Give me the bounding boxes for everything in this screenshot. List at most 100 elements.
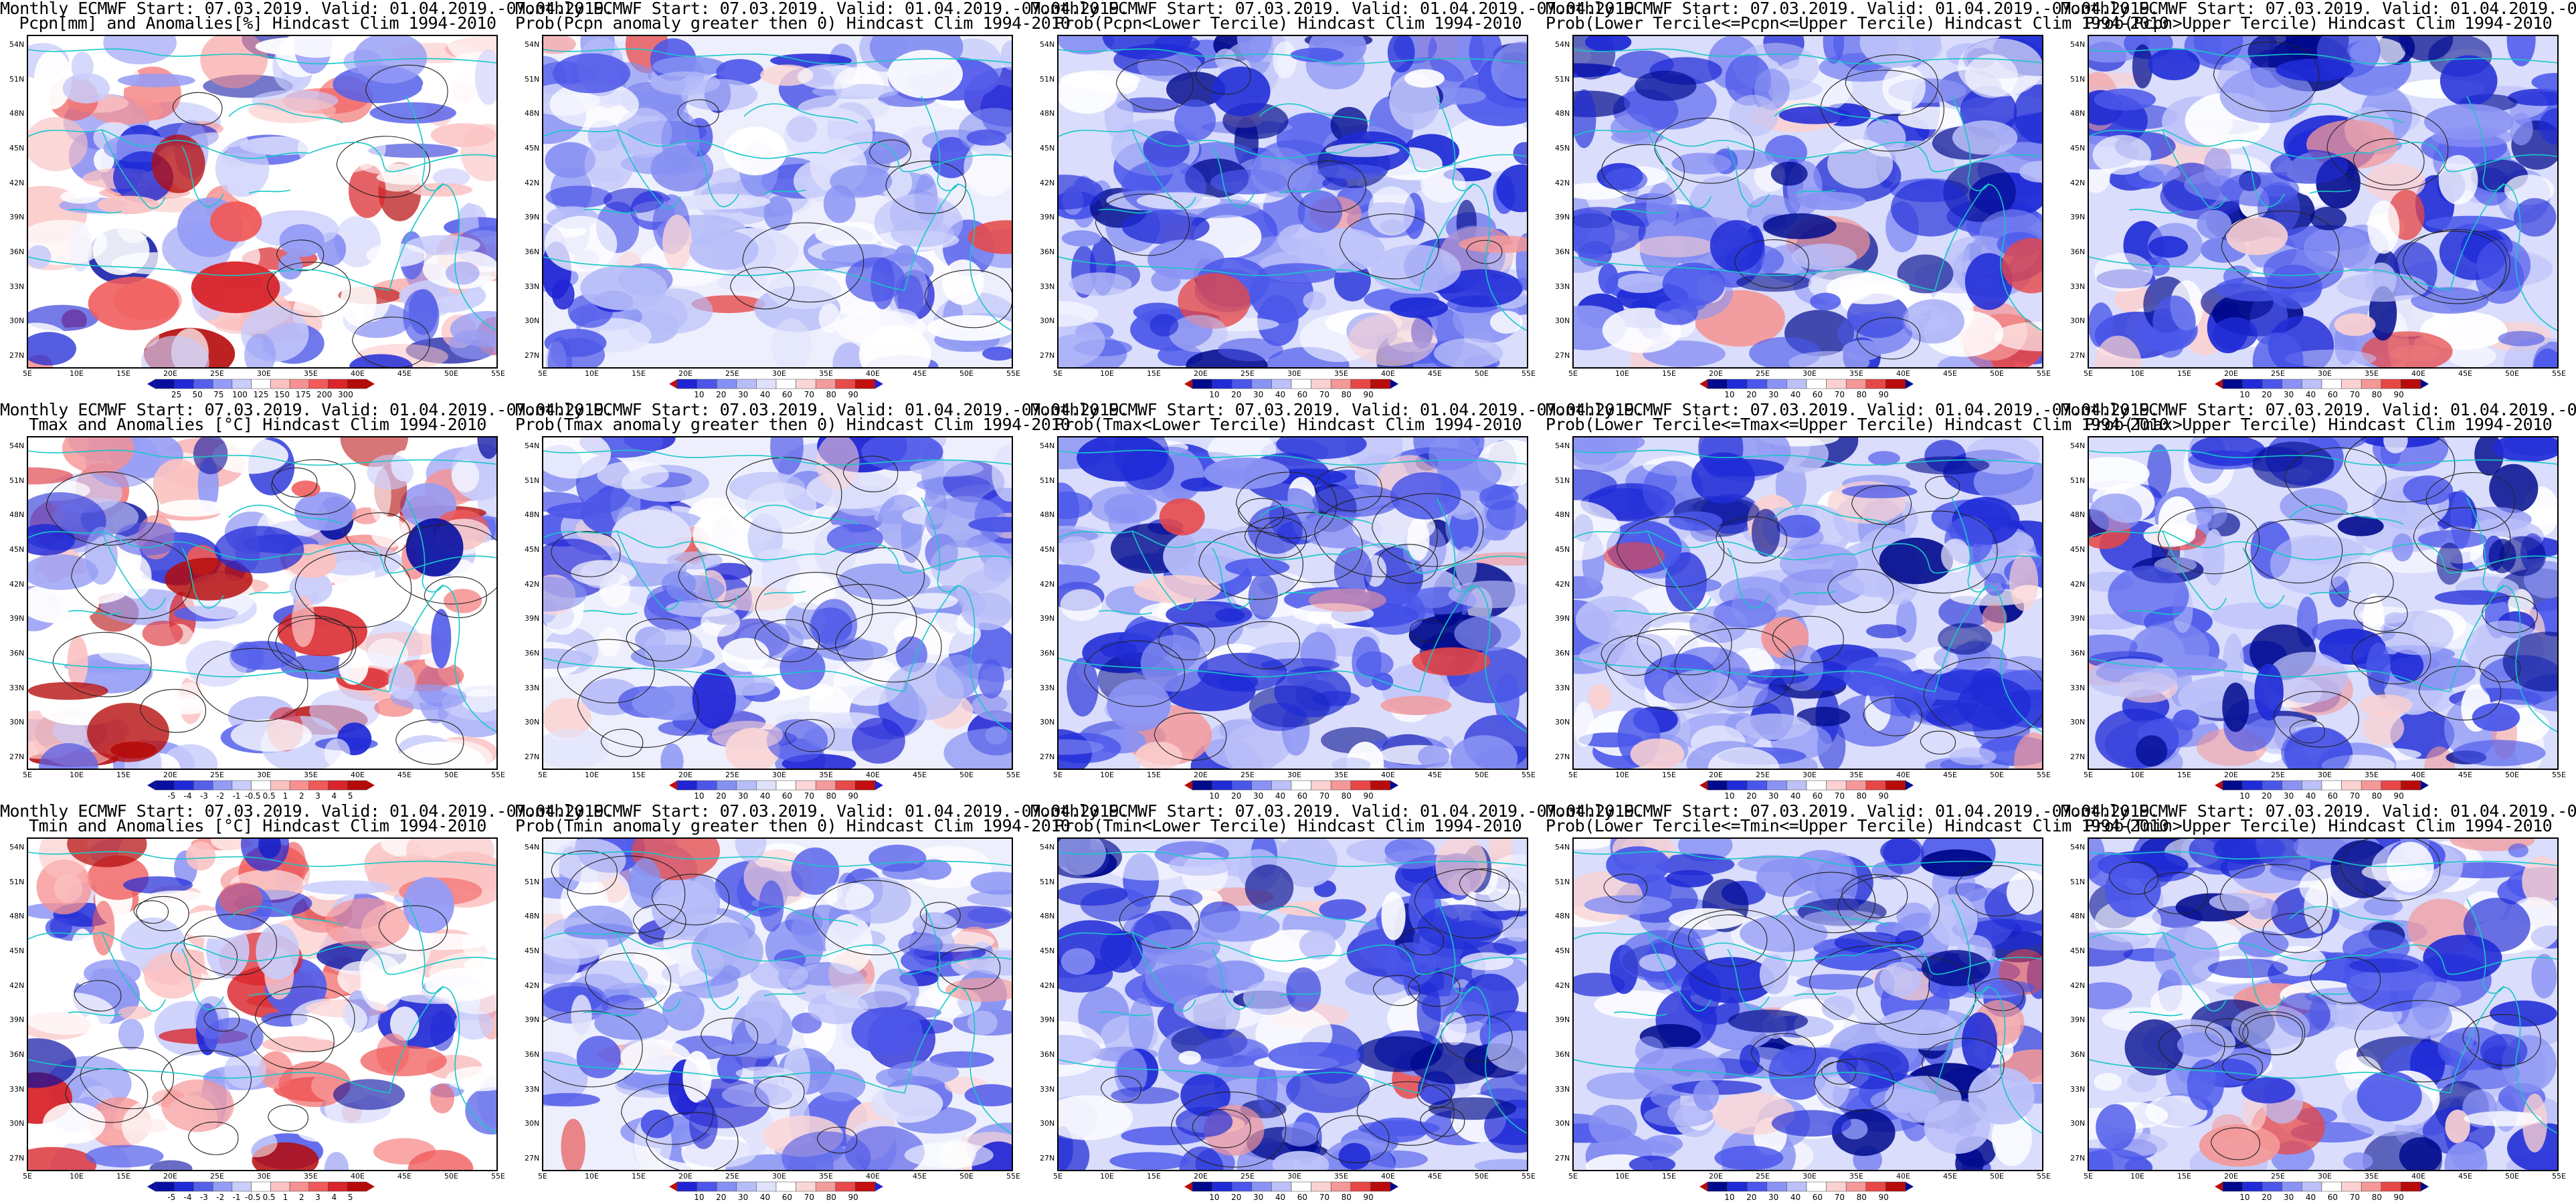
field-blob — [1952, 120, 2018, 155]
field-blob — [2138, 164, 2181, 183]
field-blob — [1495, 673, 1520, 727]
field-blob — [2226, 217, 2288, 256]
panel-title-line-1: Monthly ECMWF Start: 07.03.2019. Valid: … — [2061, 801, 2576, 821]
lon-tick-label: 40E — [1896, 369, 1910, 378]
colorbar-swatch — [1192, 1181, 1212, 1192]
lat-tick-label: 48N — [2070, 109, 2086, 118]
contour-line — [1158, 622, 1216, 660]
contour-line — [80, 1047, 174, 1110]
field-blob — [1771, 1110, 1851, 1137]
panel-title-line-2: Prob(Pcpn anomaly greater then 0) Hindca… — [515, 15, 1071, 31]
coastline — [1419, 585, 1527, 732]
field-blob — [1102, 36, 1192, 60]
field-blob — [1257, 263, 1338, 284]
lat-tick-label: 51N — [1040, 74, 1055, 84]
contour-line — [74, 980, 122, 1012]
contour-line — [1925, 476, 1960, 500]
contour-line — [2481, 595, 2538, 633]
panel-title-line-1: Monthly ECMWF Start: 07.03.2019. Valid: … — [1546, 801, 2159, 821]
colorbar-swatch — [1212, 780, 1232, 791]
field-blob — [2508, 843, 2528, 858]
coastline — [1419, 987, 1527, 1134]
contour-line — [2245, 519, 2343, 584]
field-blob — [1107, 679, 1171, 732]
lat-tick-label: 45N — [1040, 144, 1055, 153]
colorbar-label: 40 — [2305, 791, 2316, 801]
field-blob — [371, 518, 409, 548]
lon-tick-label: 45E — [1428, 369, 1442, 378]
field-blob — [1338, 1142, 1371, 1170]
colorbar-swatch — [1707, 1181, 1728, 1192]
coastline — [28, 530, 310, 561]
colorbar-swatch — [835, 780, 856, 791]
colorbar-label: 3 — [315, 1193, 320, 1202]
field-blob — [2094, 253, 2153, 292]
field-blob — [689, 1100, 718, 1149]
panel-clim-title: Hindcast Clim 1994-2010 — [846, 13, 1071, 33]
lon-tick-label: 45E — [397, 771, 411, 779]
field-blob — [868, 844, 927, 872]
colorbar-upper-arrow — [1390, 379, 1398, 389]
field-blob — [2438, 155, 2478, 205]
forecast-panel: Monthly ECMWF Start: 07.03.2019. Valid: … — [515, 803, 1129, 1204]
lat-tick-label: 39N — [9, 213, 25, 222]
colorbar-label: 90 — [1363, 791, 1374, 801]
contour-line — [52, 631, 152, 698]
field-blob — [992, 444, 1012, 502]
field-blob — [2006, 870, 2042, 915]
field-blob — [972, 690, 1012, 722]
coastline — [228, 504, 343, 525]
field-blob — [2363, 897, 2403, 916]
colorbar-swatch — [1231, 379, 1253, 389]
field-blob — [408, 289, 438, 335]
coastline — [101, 932, 166, 1012]
colorbar-swatch — [1370, 1181, 1391, 1192]
colorbar: -5 -4 -3 -2 -1 -0.5 0.5 1 2 3 4 5 — [147, 1181, 375, 1201]
colorbar-label: 90 — [1878, 791, 1889, 801]
field-blob — [1738, 855, 1807, 873]
field-blob — [1574, 839, 1613, 849]
colorbar-swatch — [232, 780, 252, 791]
contour-line — [2353, 138, 2425, 186]
field-blob — [2334, 313, 2376, 336]
forecast-field-svg — [1574, 839, 2042, 1170]
colorbar-swatch — [347, 1181, 367, 1192]
field-blob — [824, 882, 875, 910]
coastline — [763, 992, 806, 997]
lon-tick-label: 45E — [2458, 771, 2472, 779]
field-blob — [2152, 295, 2196, 348]
lon-tick-label: 25E — [725, 771, 739, 779]
coastline — [697, 146, 739, 207]
contour-line — [1974, 978, 2025, 1011]
title-spacer — [2318, 13, 2328, 33]
contour-line — [378, 905, 448, 951]
field-blob — [1214, 48, 1236, 70]
lon-tick-label: 50E — [2505, 771, 2519, 779]
contour-line — [1244, 517, 1307, 559]
field-blob — [2362, 710, 2405, 746]
contour-line — [2158, 1025, 2225, 1070]
lon-tick-label: 20E — [678, 369, 693, 378]
forecast-field-svg — [1574, 437, 2042, 769]
field-blob — [236, 1128, 278, 1158]
contour-line — [1339, 213, 1440, 280]
colorbar-lower-arrow — [669, 379, 677, 389]
colorbar-label: 60 — [1297, 1193, 1308, 1202]
lat-tick-label: 48N — [1040, 109, 1055, 118]
lat-tick-label: 30N — [1555, 316, 1570, 326]
forecast-map — [542, 35, 1013, 369]
title-spacer — [1935, 13, 1945, 33]
lon-tick-label: 55E — [2037, 771, 2051, 779]
colorbar-swatch — [308, 1181, 329, 1192]
forecast-panel: Monthly ECMWF Start: 07.03.2019. Valid: … — [0, 803, 614, 1204]
colorbar-label: -0.5 — [245, 1193, 261, 1202]
lon-tick-label: 50E — [444, 369, 458, 378]
colorbar-swatch — [2262, 780, 2283, 791]
contour-line — [1600, 635, 1662, 676]
lat-tick-label: 42N — [9, 178, 25, 187]
field-blob — [241, 839, 289, 872]
field-blob — [1331, 757, 1371, 769]
lon-tick-label: 5E — [23, 369, 32, 378]
coastline — [1059, 256, 1420, 291]
lat-tick-label: 36N — [1555, 247, 1570, 256]
